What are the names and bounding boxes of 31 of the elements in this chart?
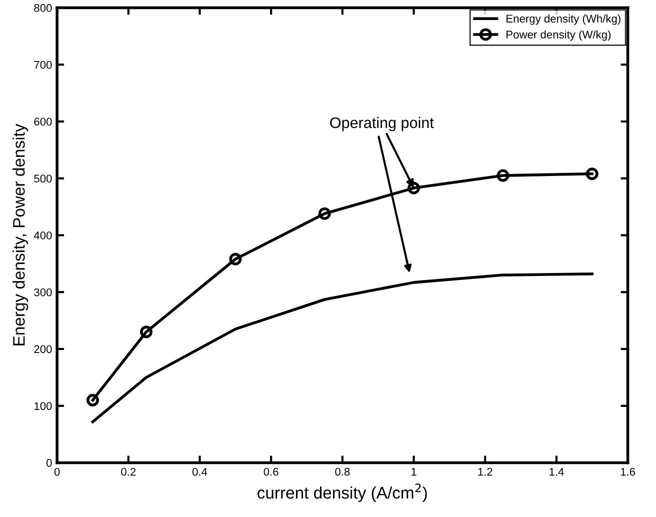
x-tick-label: 0 bbox=[54, 468, 60, 476]
y-tick-label: 300 bbox=[34, 288, 52, 296]
y-tick-label: 0 bbox=[46, 458, 52, 467]
point bbox=[229, 252, 242, 266]
legend-label: Power density (W/kg) bbox=[506, 30, 611, 41]
y-tick-label: 200 bbox=[34, 345, 52, 354]
x-tick-label: 1 bbox=[412, 468, 416, 476]
point bbox=[496, 169, 510, 182]
line-series bbox=[91, 272, 594, 424]
point bbox=[408, 182, 420, 194]
y-tick-label: 500 bbox=[34, 174, 52, 182]
x-tick-label: 1.4 bbox=[550, 468, 564, 476]
x-tick-label: 1.2 bbox=[478, 468, 492, 476]
x-axis-title: current density (A/cm$^{2}$) bbox=[258, 483, 427, 502]
y-tick-label: 700 bbox=[34, 60, 52, 69]
y-tick-label: 800 bbox=[34, 4, 52, 12]
x-tick-label: 0.6 bbox=[264, 468, 278, 476]
legend-label: Energy density (Wh/kg) bbox=[506, 14, 620, 25]
y-tick-label: 400 bbox=[34, 232, 52, 240]
point bbox=[140, 326, 152, 338]
point bbox=[586, 168, 598, 180]
point bbox=[318, 207, 331, 220]
y-tick-label: 600 bbox=[34, 118, 52, 126]
y-axis-title: Energy density, Power density bbox=[12, 124, 28, 346]
x-tick-label: 0.4 bbox=[192, 468, 208, 476]
point bbox=[86, 394, 99, 406]
annotation: Operating point bbox=[330, 116, 434, 132]
x-tick-label: 0.8 bbox=[335, 468, 350, 476]
x-tick-label: 1.6 bbox=[620, 468, 636, 476]
x-tick-label: 0.2 bbox=[121, 468, 136, 476]
y-tick-label: 100 bbox=[34, 402, 52, 410]
